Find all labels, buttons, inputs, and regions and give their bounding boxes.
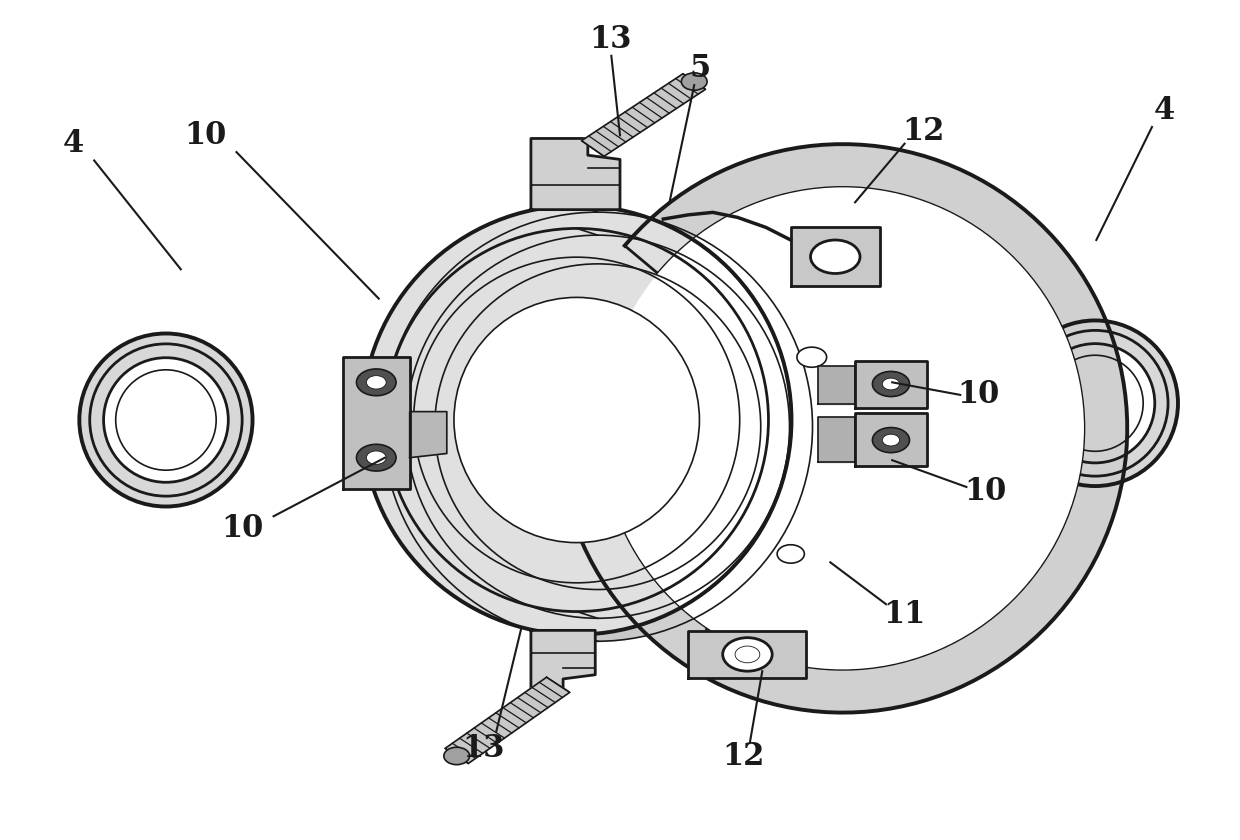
Circle shape: [797, 347, 827, 367]
Text: 10: 10: [185, 120, 227, 151]
Polygon shape: [568, 144, 1127, 712]
Ellipse shape: [601, 187, 1084, 669]
Text: 4: 4: [1153, 95, 1176, 126]
Polygon shape: [818, 365, 856, 404]
Circle shape: [723, 638, 773, 671]
Ellipse shape: [79, 333, 253, 507]
Text: 13: 13: [589, 24, 631, 55]
Polygon shape: [688, 631, 806, 678]
Polygon shape: [568, 491, 610, 502]
Circle shape: [444, 748, 470, 764]
Circle shape: [681, 73, 707, 90]
Polygon shape: [531, 630, 595, 695]
Circle shape: [735, 646, 760, 663]
Text: 10: 10: [222, 513, 264, 544]
Ellipse shape: [475, 304, 720, 549]
Text: 13: 13: [463, 732, 505, 764]
Polygon shape: [343, 357, 409, 489]
Text: 10: 10: [963, 475, 1006, 507]
Circle shape: [811, 240, 861, 274]
Polygon shape: [791, 228, 880, 286]
Polygon shape: [818, 417, 856, 462]
Polygon shape: [707, 458, 818, 629]
Circle shape: [873, 371, 909, 396]
Polygon shape: [445, 677, 569, 764]
Polygon shape: [856, 413, 926, 466]
Polygon shape: [582, 74, 706, 156]
Polygon shape: [531, 139, 620, 210]
Text: 12: 12: [901, 116, 945, 147]
Circle shape: [883, 378, 899, 390]
Text: 4: 4: [62, 129, 84, 160]
Text: 5: 5: [689, 53, 711, 84]
Circle shape: [883, 434, 899, 446]
Polygon shape: [856, 361, 926, 408]
Circle shape: [777, 545, 805, 563]
Circle shape: [366, 451, 386, 465]
Text: 10: 10: [957, 380, 999, 411]
Text: 11: 11: [883, 599, 926, 630]
Polygon shape: [409, 412, 446, 458]
Ellipse shape: [454, 297, 699, 543]
Circle shape: [356, 369, 396, 396]
Ellipse shape: [362, 206, 791, 634]
Text: 12: 12: [723, 741, 765, 772]
Ellipse shape: [104, 358, 228, 482]
Circle shape: [873, 428, 909, 453]
Ellipse shape: [1035, 344, 1154, 463]
Ellipse shape: [383, 213, 812, 641]
Circle shape: [356, 444, 396, 471]
Circle shape: [366, 375, 386, 389]
Ellipse shape: [1012, 320, 1178, 486]
